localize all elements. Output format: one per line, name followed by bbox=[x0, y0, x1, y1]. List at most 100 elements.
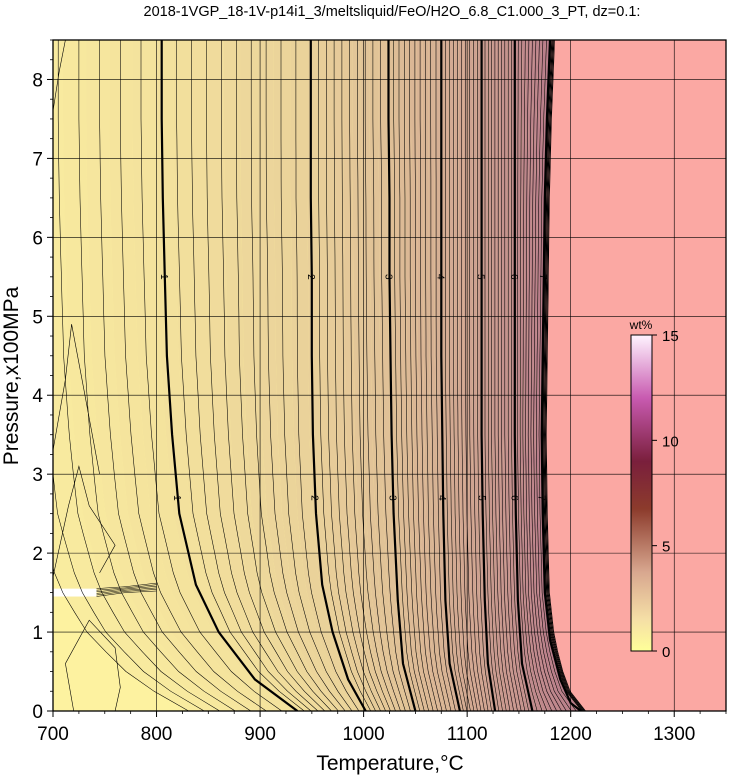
x-tick-label: 900 bbox=[244, 724, 276, 745]
minor-contour bbox=[53, 324, 100, 475]
fill-band bbox=[526, 40, 560, 711]
fill-band bbox=[467, 40, 487, 711]
minor-contour bbox=[96, 589, 157, 596]
minor-contours bbox=[53, 40, 586, 711]
fill-band bbox=[369, 40, 409, 711]
minor-contour bbox=[457, 40, 475, 711]
minor-contour bbox=[544, 40, 584, 711]
fill-band bbox=[307, 40, 370, 711]
minor-contour bbox=[511, 40, 529, 711]
fill-band bbox=[173, 40, 311, 711]
minor-contour bbox=[349, 40, 391, 711]
contour-label: 4 bbox=[436, 495, 447, 501]
melt-fill bbox=[53, 40, 726, 711]
fill-band bbox=[53, 452, 206, 711]
minor-contour bbox=[465, 40, 482, 711]
fill-band bbox=[326, 40, 382, 711]
y-tick-label: 5 bbox=[32, 307, 43, 328]
x-tick-label: 1100 bbox=[447, 724, 488, 745]
minor-contour bbox=[435, 40, 456, 711]
y-axis-label: Pressure,x100MPa bbox=[0, 286, 23, 465]
y-tick-label: 2 bbox=[32, 544, 43, 565]
minor-contour bbox=[326, 40, 376, 711]
contour-label: 4 bbox=[434, 274, 445, 280]
contour-label: 1 bbox=[158, 274, 169, 280]
minor-contour bbox=[409, 40, 434, 711]
fill-band bbox=[343, 40, 393, 711]
y-tick-label: 6 bbox=[32, 228, 43, 249]
minor-contour bbox=[425, 40, 447, 711]
colorbar-label: wt% bbox=[629, 318, 653, 332]
fill-band bbox=[434, 40, 460, 711]
minor-contour bbox=[484, 40, 500, 711]
minor-contour bbox=[469, 40, 485, 711]
minor-contour bbox=[494, 40, 511, 711]
x-axis-label: Temperature,°C bbox=[316, 752, 463, 775]
fill-band bbox=[223, 40, 334, 711]
fill-band bbox=[485, 40, 504, 711]
fill-band bbox=[290, 40, 364, 711]
contour-label: 3 bbox=[382, 274, 393, 280]
fill-band bbox=[405, 40, 435, 711]
colorbar-gradient bbox=[630, 334, 653, 652]
fill-band bbox=[416, 40, 445, 711]
minor-contour bbox=[380, 40, 411, 711]
minor-contour bbox=[364, 40, 401, 711]
fill-band bbox=[86, 40, 258, 711]
minor-contour bbox=[96, 586, 157, 593]
y-tick-label: 1 bbox=[32, 623, 43, 644]
x-tick-label: 1300 bbox=[653, 724, 695, 745]
minor-contour bbox=[453, 40, 471, 711]
minor-contour bbox=[236, 40, 332, 711]
minor-contour bbox=[477, 40, 492, 711]
minor-contour bbox=[430, 40, 452, 711]
minor-contour bbox=[176, 40, 305, 711]
minor-contour bbox=[546, 40, 586, 711]
contour-label: 3 bbox=[386, 495, 397, 501]
contour-label: 7 bbox=[536, 495, 547, 501]
minor-contour bbox=[461, 40, 478, 711]
minor-contour bbox=[544, 40, 585, 711]
x-axis: 700 800 900 1000 1100 1200 1300 bbox=[37, 711, 727, 745]
major-contour-1 bbox=[160, 40, 299, 711]
fill-band bbox=[428, 40, 455, 711]
grid-lines bbox=[53, 40, 726, 711]
y-tick-label: 0 bbox=[32, 702, 43, 723]
minor-contour bbox=[522, 40, 548, 711]
minor-contour bbox=[53, 471, 205, 711]
minor-contour bbox=[419, 40, 443, 711]
minor-contour bbox=[525, 40, 553, 711]
contour-label: 5 bbox=[475, 274, 486, 280]
minor-contour bbox=[404, 40, 429, 711]
fill-band bbox=[449, 40, 472, 711]
minor-contour bbox=[398, 40, 425, 711]
contour-label: 6 bbox=[508, 274, 519, 280]
y-axis: 0 1 2 3 4 5 6 7 8 bbox=[32, 39, 53, 723]
minor-contour bbox=[341, 40, 386, 711]
fill-band bbox=[109, 40, 276, 711]
fill-band bbox=[532, 40, 571, 711]
minor-contour bbox=[78, 40, 236, 711]
minor-contour bbox=[445, 40, 464, 711]
fill-band bbox=[445, 40, 468, 711]
colorbar: wt% 0 5 10 15 bbox=[629, 318, 679, 661]
minor-contour bbox=[318, 40, 371, 711]
minor-contour bbox=[543, 40, 584, 711]
minor-contour bbox=[333, 40, 381, 711]
x-tick-label: 1200 bbox=[550, 724, 592, 745]
minor-contour bbox=[57, 40, 220, 711]
plot-area: 1 1 2 2 3 3 4 4 5 5 6 6 7 7 bbox=[53, 40, 726, 711]
contour-label: 5 bbox=[476, 495, 487, 501]
minor-contour bbox=[536, 40, 572, 711]
minor-contour bbox=[65, 619, 121, 711]
contour-label: 2 bbox=[305, 274, 316, 280]
colorbar-tick-label: 15 bbox=[662, 328, 679, 345]
chart-title: 2018-1VGP_18-1V-p14i1_3/meltsliquid/FeO/… bbox=[144, 4, 641, 20]
y-tick-label: 3 bbox=[32, 465, 43, 486]
fill-band bbox=[517, 40, 543, 711]
missing-data-gap bbox=[53, 588, 97, 597]
minor-contour bbox=[96, 587, 157, 594]
fill-band bbox=[523, 40, 554, 711]
minor-contour bbox=[414, 40, 438, 711]
fill-band bbox=[273, 40, 357, 711]
